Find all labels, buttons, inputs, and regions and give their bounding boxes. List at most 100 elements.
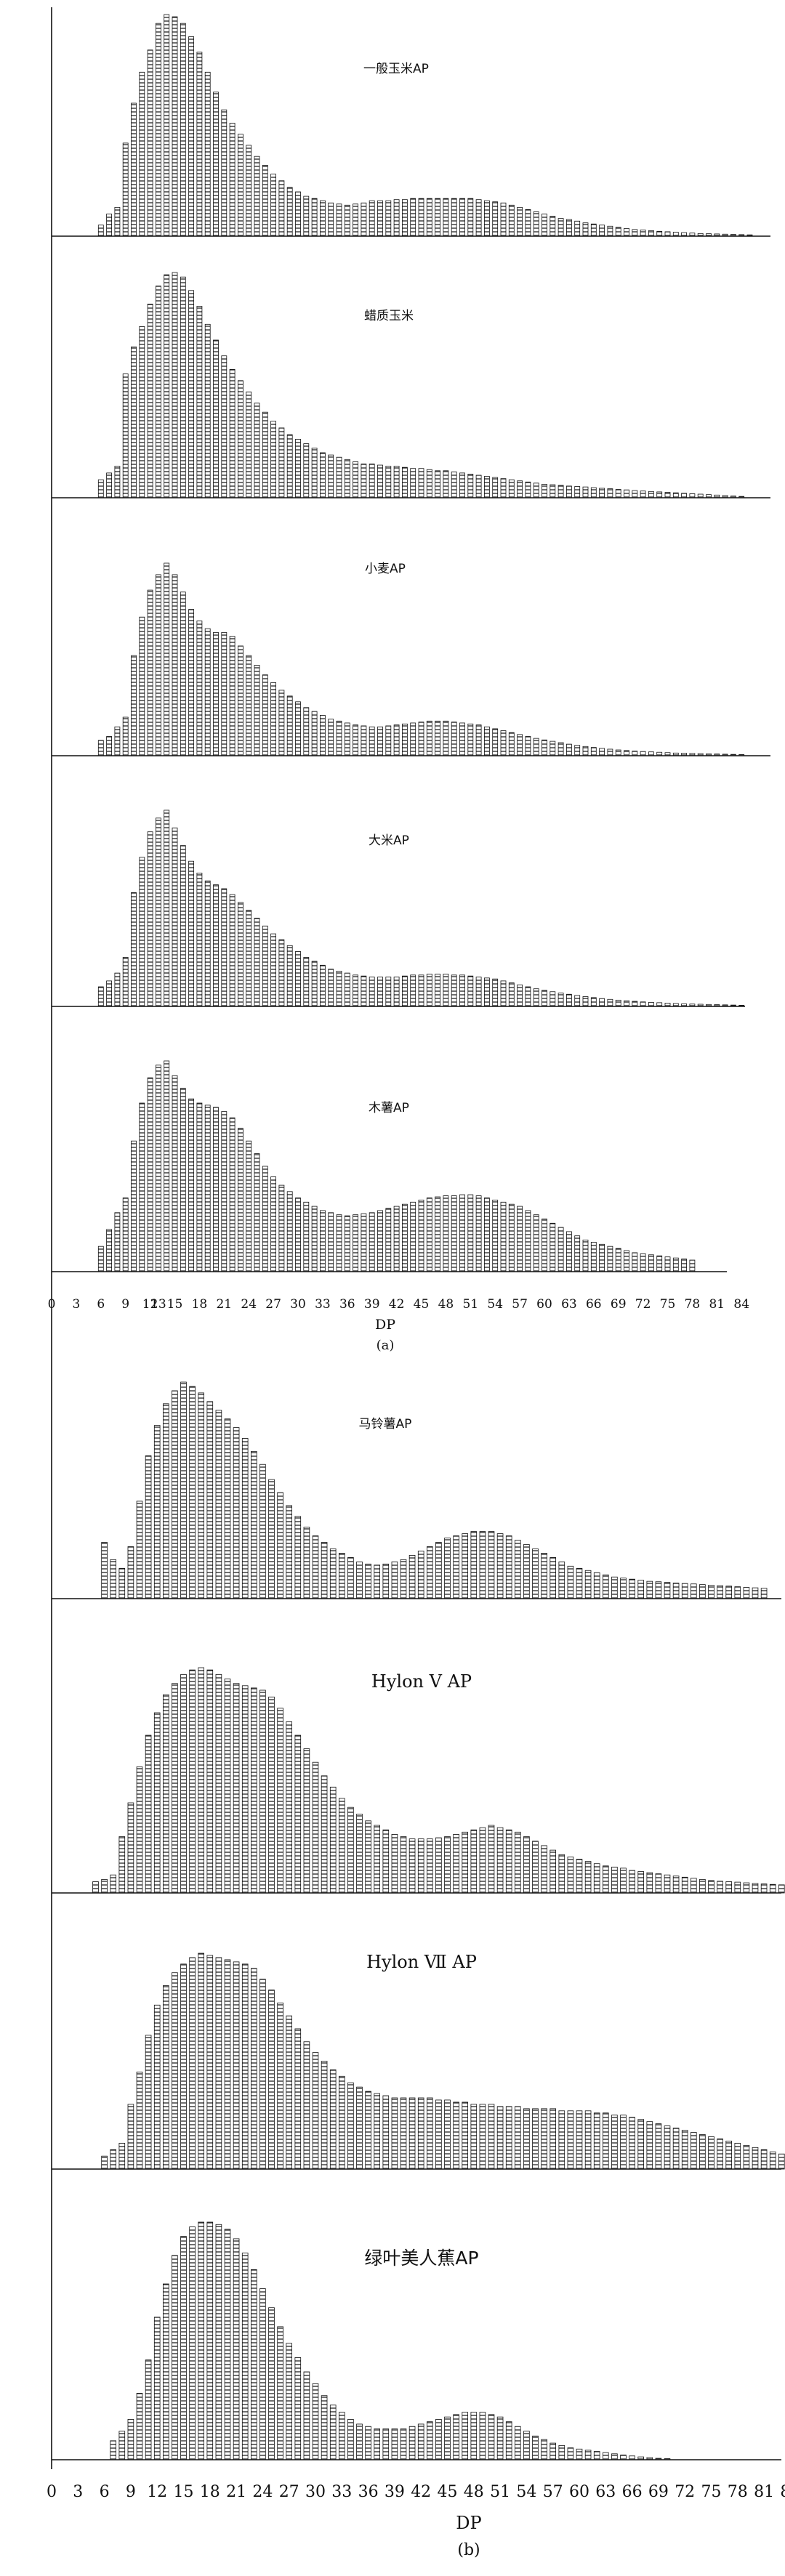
- bar: [131, 655, 137, 756]
- bar: [722, 754, 728, 756]
- bar: [254, 1153, 260, 1272]
- bar: [523, 1836, 530, 1894]
- x-tick-label: 57: [543, 2483, 563, 2501]
- chart-panel: 马铃薯AP: [52, 1381, 781, 1599]
- bar: [691, 1583, 697, 1599]
- bar: [145, 2359, 152, 2460]
- bar: [632, 1001, 638, 1007]
- bar: [576, 1859, 583, 1894]
- bar: [136, 2393, 143, 2460]
- bar: [408, 2426, 416, 2460]
- bar: [198, 1667, 204, 1894]
- x-tick-label: 9: [121, 1297, 129, 1312]
- bar: [706, 753, 712, 756]
- bar: [576, 2448, 583, 2460]
- bar: [385, 1208, 392, 1272]
- bar: [475, 724, 482, 756]
- bar: [295, 701, 301, 756]
- bar: [155, 1065, 161, 1272]
- bar: [127, 2104, 134, 2170]
- bar: [204, 1105, 211, 1272]
- bar: [180, 2236, 187, 2460]
- bar: [607, 225, 613, 237]
- bar: [730, 234, 736, 237]
- chart-panel: 小麦AP: [52, 562, 770, 756]
- bar: [246, 655, 252, 756]
- bar: [114, 206, 121, 237]
- caption-b: (b): [457, 2541, 480, 2559]
- bar: [443, 1195, 449, 1272]
- bar: [162, 2283, 169, 2460]
- bar: [319, 200, 326, 237]
- bar: [319, 964, 326, 1007]
- x-tick-label: 15: [174, 2483, 194, 2501]
- bar: [303, 707, 310, 756]
- bar: [114, 466, 121, 498]
- bar: [136, 1501, 143, 1599]
- bar: [118, 2431, 126, 2460]
- bar: [620, 2115, 627, 2170]
- bar: [760, 1588, 768, 1599]
- bar: [443, 470, 449, 498]
- bar: [508, 1203, 515, 1272]
- bar: [603, 2112, 609, 2170]
- x-tick-label: 84: [780, 2483, 785, 2501]
- bar: [467, 723, 474, 756]
- bar: [136, 2071, 143, 2170]
- bar: [496, 1533, 504, 1599]
- bar: [336, 203, 342, 237]
- bar: [734, 1881, 741, 1894]
- bar: [402, 975, 408, 1007]
- bar: [180, 845, 186, 1007]
- bar: [672, 2128, 680, 2170]
- bar: [734, 1586, 741, 1599]
- bar: [213, 632, 219, 756]
- bar: [329, 1549, 337, 1599]
- bar: [525, 736, 531, 756]
- bar: [294, 1516, 302, 1599]
- bar: [664, 1582, 671, 1599]
- bar: [224, 2229, 231, 2460]
- x-tick-label: 36: [339, 1297, 355, 1312]
- x-tick-label: 60: [569, 2483, 589, 2501]
- bar: [393, 977, 400, 1007]
- bar: [435, 720, 440, 756]
- bar: [336, 720, 342, 756]
- bar: [277, 1492, 283, 1599]
- bar: [206, 1955, 214, 2170]
- bar: [328, 202, 334, 237]
- bar: [567, 2447, 574, 2460]
- bar: [505, 2421, 512, 2460]
- bar: [393, 466, 400, 498]
- x-tick-label: 48: [464, 2483, 484, 2501]
- bar: [155, 286, 161, 498]
- bar: [656, 751, 663, 756]
- bar: [664, 752, 671, 756]
- bar: [689, 493, 696, 498]
- bar: [250, 1968, 257, 2170]
- bar: [584, 2450, 592, 2460]
- bar: [646, 1872, 653, 1894]
- bar: [321, 1775, 328, 1894]
- bar: [475, 199, 482, 237]
- bar: [213, 1107, 219, 1272]
- bar: [648, 1001, 654, 1007]
- bar: [681, 232, 687, 237]
- panel-title: 一般玉米AP: [363, 62, 429, 76]
- bar: [106, 980, 113, 1007]
- bar: [338, 2075, 345, 2170]
- bar: [444, 1538, 451, 1599]
- bar: [101, 1542, 108, 1599]
- bar: [574, 486, 581, 498]
- bar: [270, 933, 277, 1007]
- bar: [101, 1878, 108, 1894]
- bar: [196, 52, 203, 237]
- panel-title: 马铃薯AP: [359, 1417, 412, 1432]
- bar: [286, 945, 293, 1007]
- bar: [532, 2435, 539, 2460]
- bar: [418, 974, 424, 1007]
- bar: [233, 2238, 240, 2460]
- panel-title: 大米AP: [369, 833, 409, 848]
- bar: [611, 1576, 618, 1599]
- bar: [725, 1881, 732, 1894]
